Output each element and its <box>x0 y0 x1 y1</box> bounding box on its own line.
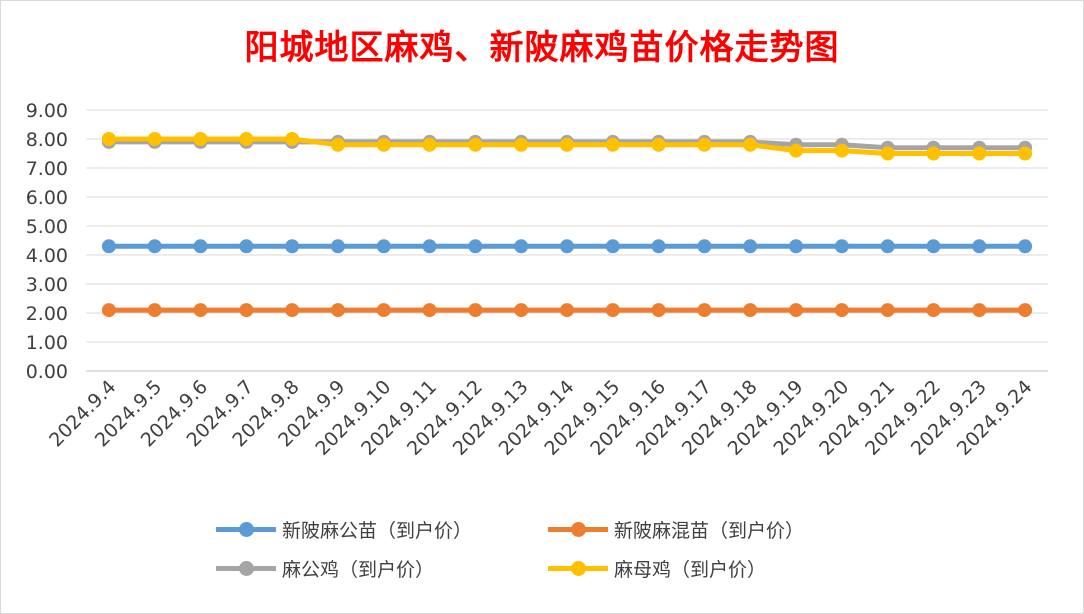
data-point <box>651 303 666 318</box>
series-2 <box>101 303 1033 318</box>
data-point <box>697 239 712 254</box>
data-point <box>834 303 849 318</box>
data-point <box>330 137 345 152</box>
data-point <box>926 303 941 318</box>
legend-item-3: 麻公鸡（到户价） <box>216 553 434 583</box>
series-4 <box>101 132 1033 161</box>
data-point <box>972 303 987 318</box>
data-point <box>101 303 116 318</box>
legend-label-3: 麻公鸡（到户价） <box>282 558 435 581</box>
data-point <box>147 239 162 254</box>
legend-swatch-1 <box>216 514 276 544</box>
data-point <box>1018 303 1033 318</box>
data-point <box>789 143 804 158</box>
data-point <box>468 303 483 318</box>
legend-label-2: 新陂麻混苗（到户价） <box>614 519 805 542</box>
y-tick-label: 3.00 <box>26 274 68 296</box>
data-point <box>514 239 529 254</box>
data-point <box>605 239 620 254</box>
data-point <box>605 137 620 152</box>
series-lines <box>101 132 1033 318</box>
y-axis-tick-labels: 0.00 1.00 2.00 3.00 4.00 5.00 6.00 7.00 8.00 9.00 <box>26 100 68 383</box>
legend-item-4: 麻母鸡（到户价） <box>548 553 766 583</box>
x-axis-tick-labels: 2024.9.42024.9.52024.9.62024.9.72024.9.8… <box>45 376 1037 460</box>
y-tick-label: 1.00 <box>26 332 68 354</box>
legend-label-4: 麻母鸡（到户价） <box>614 558 767 581</box>
y-tick-label: 9.00 <box>26 100 68 122</box>
data-point <box>514 137 529 152</box>
data-point <box>147 132 162 146</box>
data-point <box>1018 146 1033 161</box>
data-point <box>972 239 987 254</box>
data-point <box>834 239 849 254</box>
data-point <box>926 146 941 161</box>
data-point <box>560 303 574 318</box>
data-point <box>193 239 208 254</box>
data-point <box>560 239 574 254</box>
data-point <box>147 303 162 318</box>
legend-swatch-2 <box>548 514 608 544</box>
data-point <box>880 146 895 161</box>
data-point <box>697 137 712 152</box>
data-point <box>651 239 666 254</box>
y-tick-label: 4.00 <box>26 245 68 267</box>
series-1 <box>101 239 1033 254</box>
data-point <box>239 303 254 318</box>
data-point <box>193 132 208 146</box>
data-point <box>422 239 437 254</box>
legend-swatch-3 <box>216 553 276 583</box>
data-point <box>926 239 941 254</box>
y-tick-label: 6.00 <box>26 187 68 209</box>
data-point <box>285 239 300 254</box>
data-point <box>697 303 712 318</box>
data-point <box>376 303 391 318</box>
data-point <box>514 303 529 318</box>
y-tick-label: 0.00 <box>26 361 68 383</box>
data-point <box>880 239 895 254</box>
data-point <box>239 239 254 254</box>
data-point <box>376 239 391 254</box>
chart-title: 阳城地区麻鸡、新陂麻鸡苗价格走势图 <box>244 28 840 68</box>
y-tick-label: 5.00 <box>26 216 68 238</box>
data-point <box>239 132 254 146</box>
data-point <box>376 137 391 152</box>
legend-swatch-4 <box>548 553 608 583</box>
legend-label-1: 新陂麻公苗（到户价） <box>282 519 473 542</box>
data-point <box>560 137 574 152</box>
data-point <box>285 303 300 318</box>
data-point <box>972 146 987 161</box>
data-point <box>101 239 116 254</box>
legend-item-2: 新陂麻混苗（到户价） <box>548 514 804 544</box>
data-point <box>422 303 437 318</box>
data-point <box>101 132 116 146</box>
data-point <box>880 303 895 318</box>
data-point <box>193 303 208 318</box>
data-point <box>422 137 437 152</box>
data-point <box>285 132 300 146</box>
data-point <box>468 137 483 152</box>
legend-item-1: 新陂麻公苗（到户价） <box>216 514 472 544</box>
data-point <box>789 303 804 318</box>
data-point <box>1018 239 1033 254</box>
data-point <box>743 239 758 254</box>
y-tick-label: 7.00 <box>26 158 68 180</box>
data-point <box>834 143 849 158</box>
data-point <box>789 239 804 254</box>
data-point <box>330 303 345 318</box>
data-point <box>605 303 620 318</box>
data-point <box>743 303 758 318</box>
data-point <box>468 239 483 254</box>
y-tick-label: 2.00 <box>26 303 68 325</box>
y-tick-label: 8.00 <box>26 129 68 151</box>
line-chart: 0.00 1.00 2.00 3.00 4.00 5.00 6.00 7.00 8.00 9.00… <box>26 100 1048 460</box>
data-point <box>743 137 758 152</box>
data-point <box>330 239 345 254</box>
data-point <box>651 137 666 152</box>
